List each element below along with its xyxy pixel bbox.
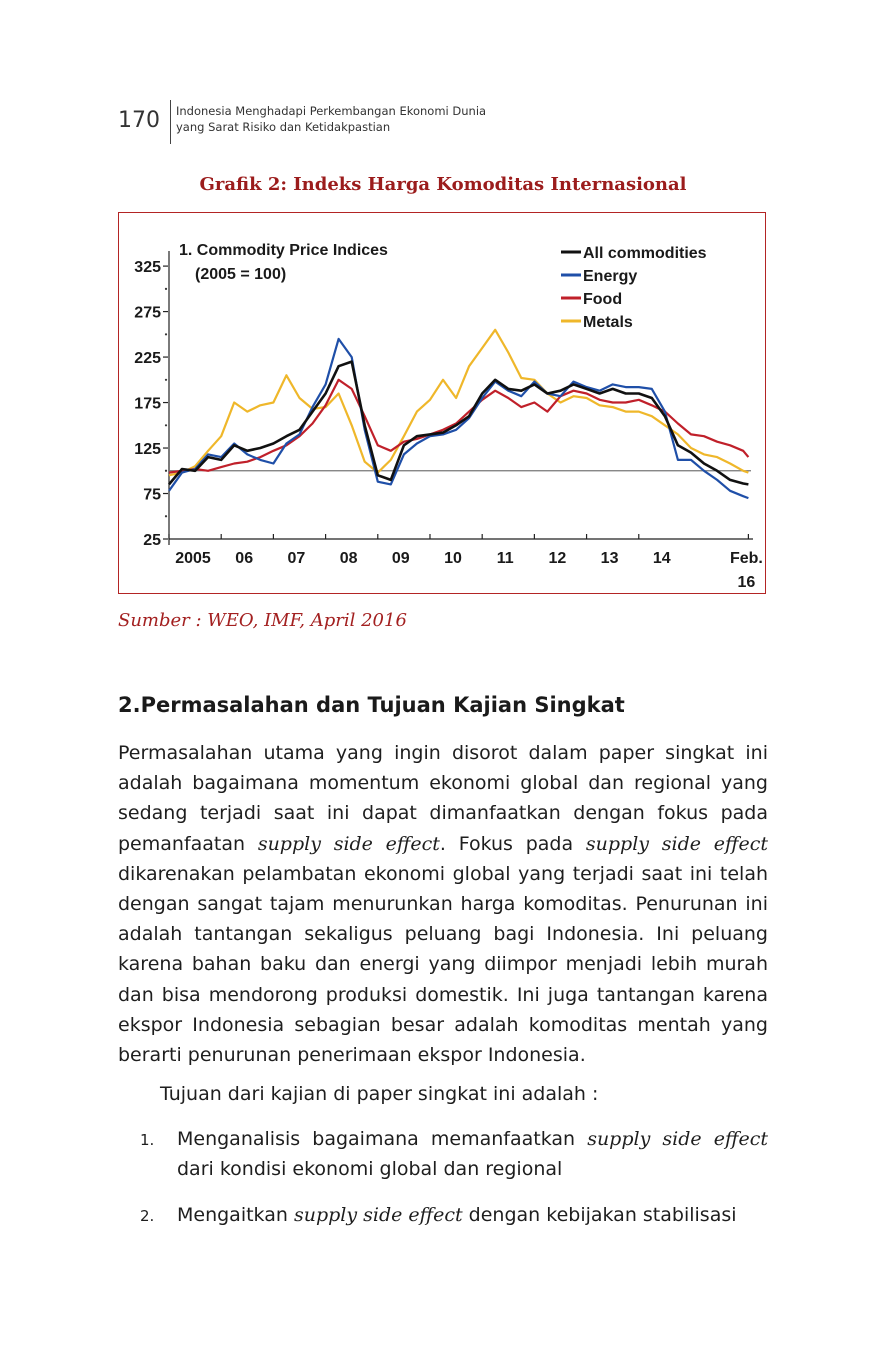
list-item-number: 1. <box>140 1131 155 1149</box>
page-number: 170 <box>118 108 160 133</box>
y-minor-tick <box>164 469 168 472</box>
y-minor-tick <box>164 378 168 381</box>
legend-label: Food <box>583 291 622 308</box>
series-line-metals <box>168 328 749 477</box>
y-tick-label: 325 <box>134 259 161 276</box>
list-item-italic: supply side effect <box>293 1204 463 1226</box>
list-item: Menganalisis bagaimana memanfaatkan supp… <box>177 1124 768 1184</box>
chart-frame: 325 275 225 175 125 75 25 2005 06 07 08 09 10 11 12 13 1… <box>118 212 766 594</box>
legend-label: Energy <box>583 268 637 285</box>
objectives-intro: Tujuan dari kajian di paper singkat ini … <box>160 1083 599 1105</box>
list-item-italic: supply side effect <box>587 1128 768 1150</box>
commodity-price-chart: 325 275 225 175 125 75 25 2005 06 07 08 09 10 11 12 13 1… <box>134 242 763 591</box>
y-minor-tick <box>164 333 168 336</box>
y-tick-label: 225 <box>134 350 161 367</box>
running-title-line2: yang Sarat Risiko dan Ketidakpastian <box>176 120 391 134</box>
list-item-text: Mengaitkan <box>177 1204 294 1226</box>
legend-label: All commodities <box>583 245 707 262</box>
list-item-text: Menganalisis bagaimana memanfaatkan <box>177 1128 588 1150</box>
x-tick-label: 11 <box>497 550 514 567</box>
y-tick-label: 125 <box>134 441 161 458</box>
header-divider <box>170 100 171 144</box>
paragraph-text-2: . Fokus pada <box>439 832 586 855</box>
paragraph-text-1: Permasalahan utama yang ingin disorot da… <box>118 742 768 855</box>
x-tick-label: 08 <box>340 550 358 567</box>
chart-subtitle: (2005 = 100) <box>195 266 286 283</box>
x-tick-label-line2: 16 <box>737 574 755 591</box>
y-tick-label: 175 <box>134 396 161 413</box>
x-tick-label: 07 <box>287 550 305 567</box>
series-line-energy <box>168 337 749 500</box>
paragraph-italic-2: supply side effect <box>585 832 768 855</box>
running-title-line1: Indonesia Menghadapi Perkembangan Ekonom… <box>176 104 487 118</box>
chart-title: 1. Commodity Price Indices <box>179 242 388 259</box>
x-tick-label: 2005 <box>175 550 211 567</box>
paragraph-italic-1: supply side effect <box>257 832 440 855</box>
x-tick-label: 12 <box>548 550 566 567</box>
x-tick-label: 13 <box>601 550 619 567</box>
paragraph-text-3: dikarenakan pelambatan ekonomi global ya… <box>118 862 768 1067</box>
legend-label: Metals <box>583 314 633 331</box>
body-paragraph: Permasalahan utama yang ingin disorot da… <box>118 738 768 1070</box>
x-tick-label: 14 <box>653 550 671 567</box>
y-minor-tick <box>164 424 168 427</box>
x-tick-label: 06 <box>235 550 253 567</box>
x-tick-label: Feb. <box>730 550 763 567</box>
list-item: Mengaitkan supply side effect dengan keb… <box>177 1200 768 1230</box>
y-tick-label: 25 <box>143 532 161 549</box>
y-minor-tick <box>164 287 168 290</box>
list-item-number: 2. <box>140 1207 155 1225</box>
running-title: Indonesia Menghadapi Perkembangan Ekonom… <box>176 103 486 135</box>
x-tick-label: 10 <box>444 550 462 567</box>
figure-source: Sumber : WEO, IMF, April 2016 <box>118 610 407 631</box>
x-tick-label: 09 <box>392 550 410 567</box>
list-item-text: dari kondisi ekonomi global dan regional <box>177 1158 563 1180</box>
series-line-all-commodities <box>168 360 749 486</box>
list-item-text: dengan kebijakan stabilisasi <box>462 1204 737 1226</box>
y-minor-tick <box>164 515 168 518</box>
y-tick-label: 275 <box>134 305 161 322</box>
section-title: 2.Permasalahan dan Tujuan Kajian Singkat <box>118 693 625 717</box>
y-tick-label: 75 <box>143 487 161 504</box>
figure-caption: Grafik 2: Indeks Harga Komoditas Interna… <box>199 174 687 195</box>
